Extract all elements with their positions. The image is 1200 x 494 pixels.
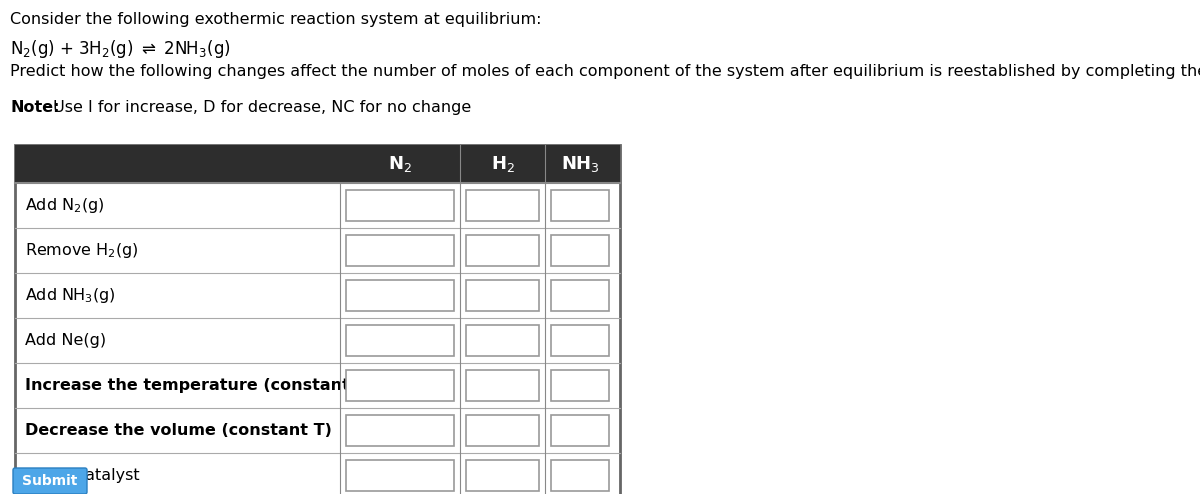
FancyBboxPatch shape: [13, 468, 88, 494]
Text: Add NH$_3$(g): Add NH$_3$(g): [25, 286, 115, 305]
Text: Submit: Submit: [23, 474, 78, 488]
Text: Increase the temperature (constant P): Increase the temperature (constant P): [25, 378, 374, 393]
Text: NH$_3$: NH$_3$: [560, 154, 599, 174]
Text: Use I for increase, D for decrease, NC for no change: Use I for increase, D for decrease, NC f…: [48, 100, 472, 115]
Text: Add Ne(g): Add Ne(g): [25, 333, 106, 348]
Text: Consider the following exothermic reaction system at equilibrium:: Consider the following exothermic reacti…: [10, 12, 541, 27]
Text: Remove H$_2$(g): Remove H$_2$(g): [25, 241, 139, 260]
Bar: [346, 280, 454, 311]
Text: N$_2$(g) + 3H$_2$(g) $\rightleftharpoons$ 2NH$_3$(g): N$_2$(g) + 3H$_2$(g) $\rightleftharpoons…: [10, 38, 230, 60]
Bar: [466, 325, 539, 356]
Text: Decrease the volume (constant T): Decrease the volume (constant T): [25, 423, 332, 438]
Bar: [551, 235, 610, 266]
Bar: [346, 460, 454, 491]
Bar: [551, 415, 610, 446]
Bar: [551, 280, 610, 311]
Text: Note:: Note:: [10, 100, 60, 115]
Text: Predict how the following changes affect the number of moles of each component o: Predict how the following changes affect…: [10, 64, 1200, 79]
Bar: [346, 190, 454, 221]
Text: Add a catalyst: Add a catalyst: [25, 468, 139, 483]
Bar: [14, 145, 620, 183]
Bar: [346, 370, 454, 401]
Bar: [551, 190, 610, 221]
Text: H$_2$: H$_2$: [491, 154, 515, 174]
Bar: [551, 460, 610, 491]
Bar: [346, 415, 454, 446]
Bar: [466, 190, 539, 221]
Bar: [466, 235, 539, 266]
Bar: [466, 370, 539, 401]
Bar: [14, 145, 620, 494]
Bar: [466, 415, 539, 446]
Bar: [346, 235, 454, 266]
Text: Add N$_2$(g): Add N$_2$(g): [25, 196, 104, 215]
Text: N$_2$: N$_2$: [388, 154, 412, 174]
Bar: [346, 325, 454, 356]
Bar: [466, 280, 539, 311]
Bar: [551, 370, 610, 401]
Bar: [466, 460, 539, 491]
Bar: [551, 325, 610, 356]
